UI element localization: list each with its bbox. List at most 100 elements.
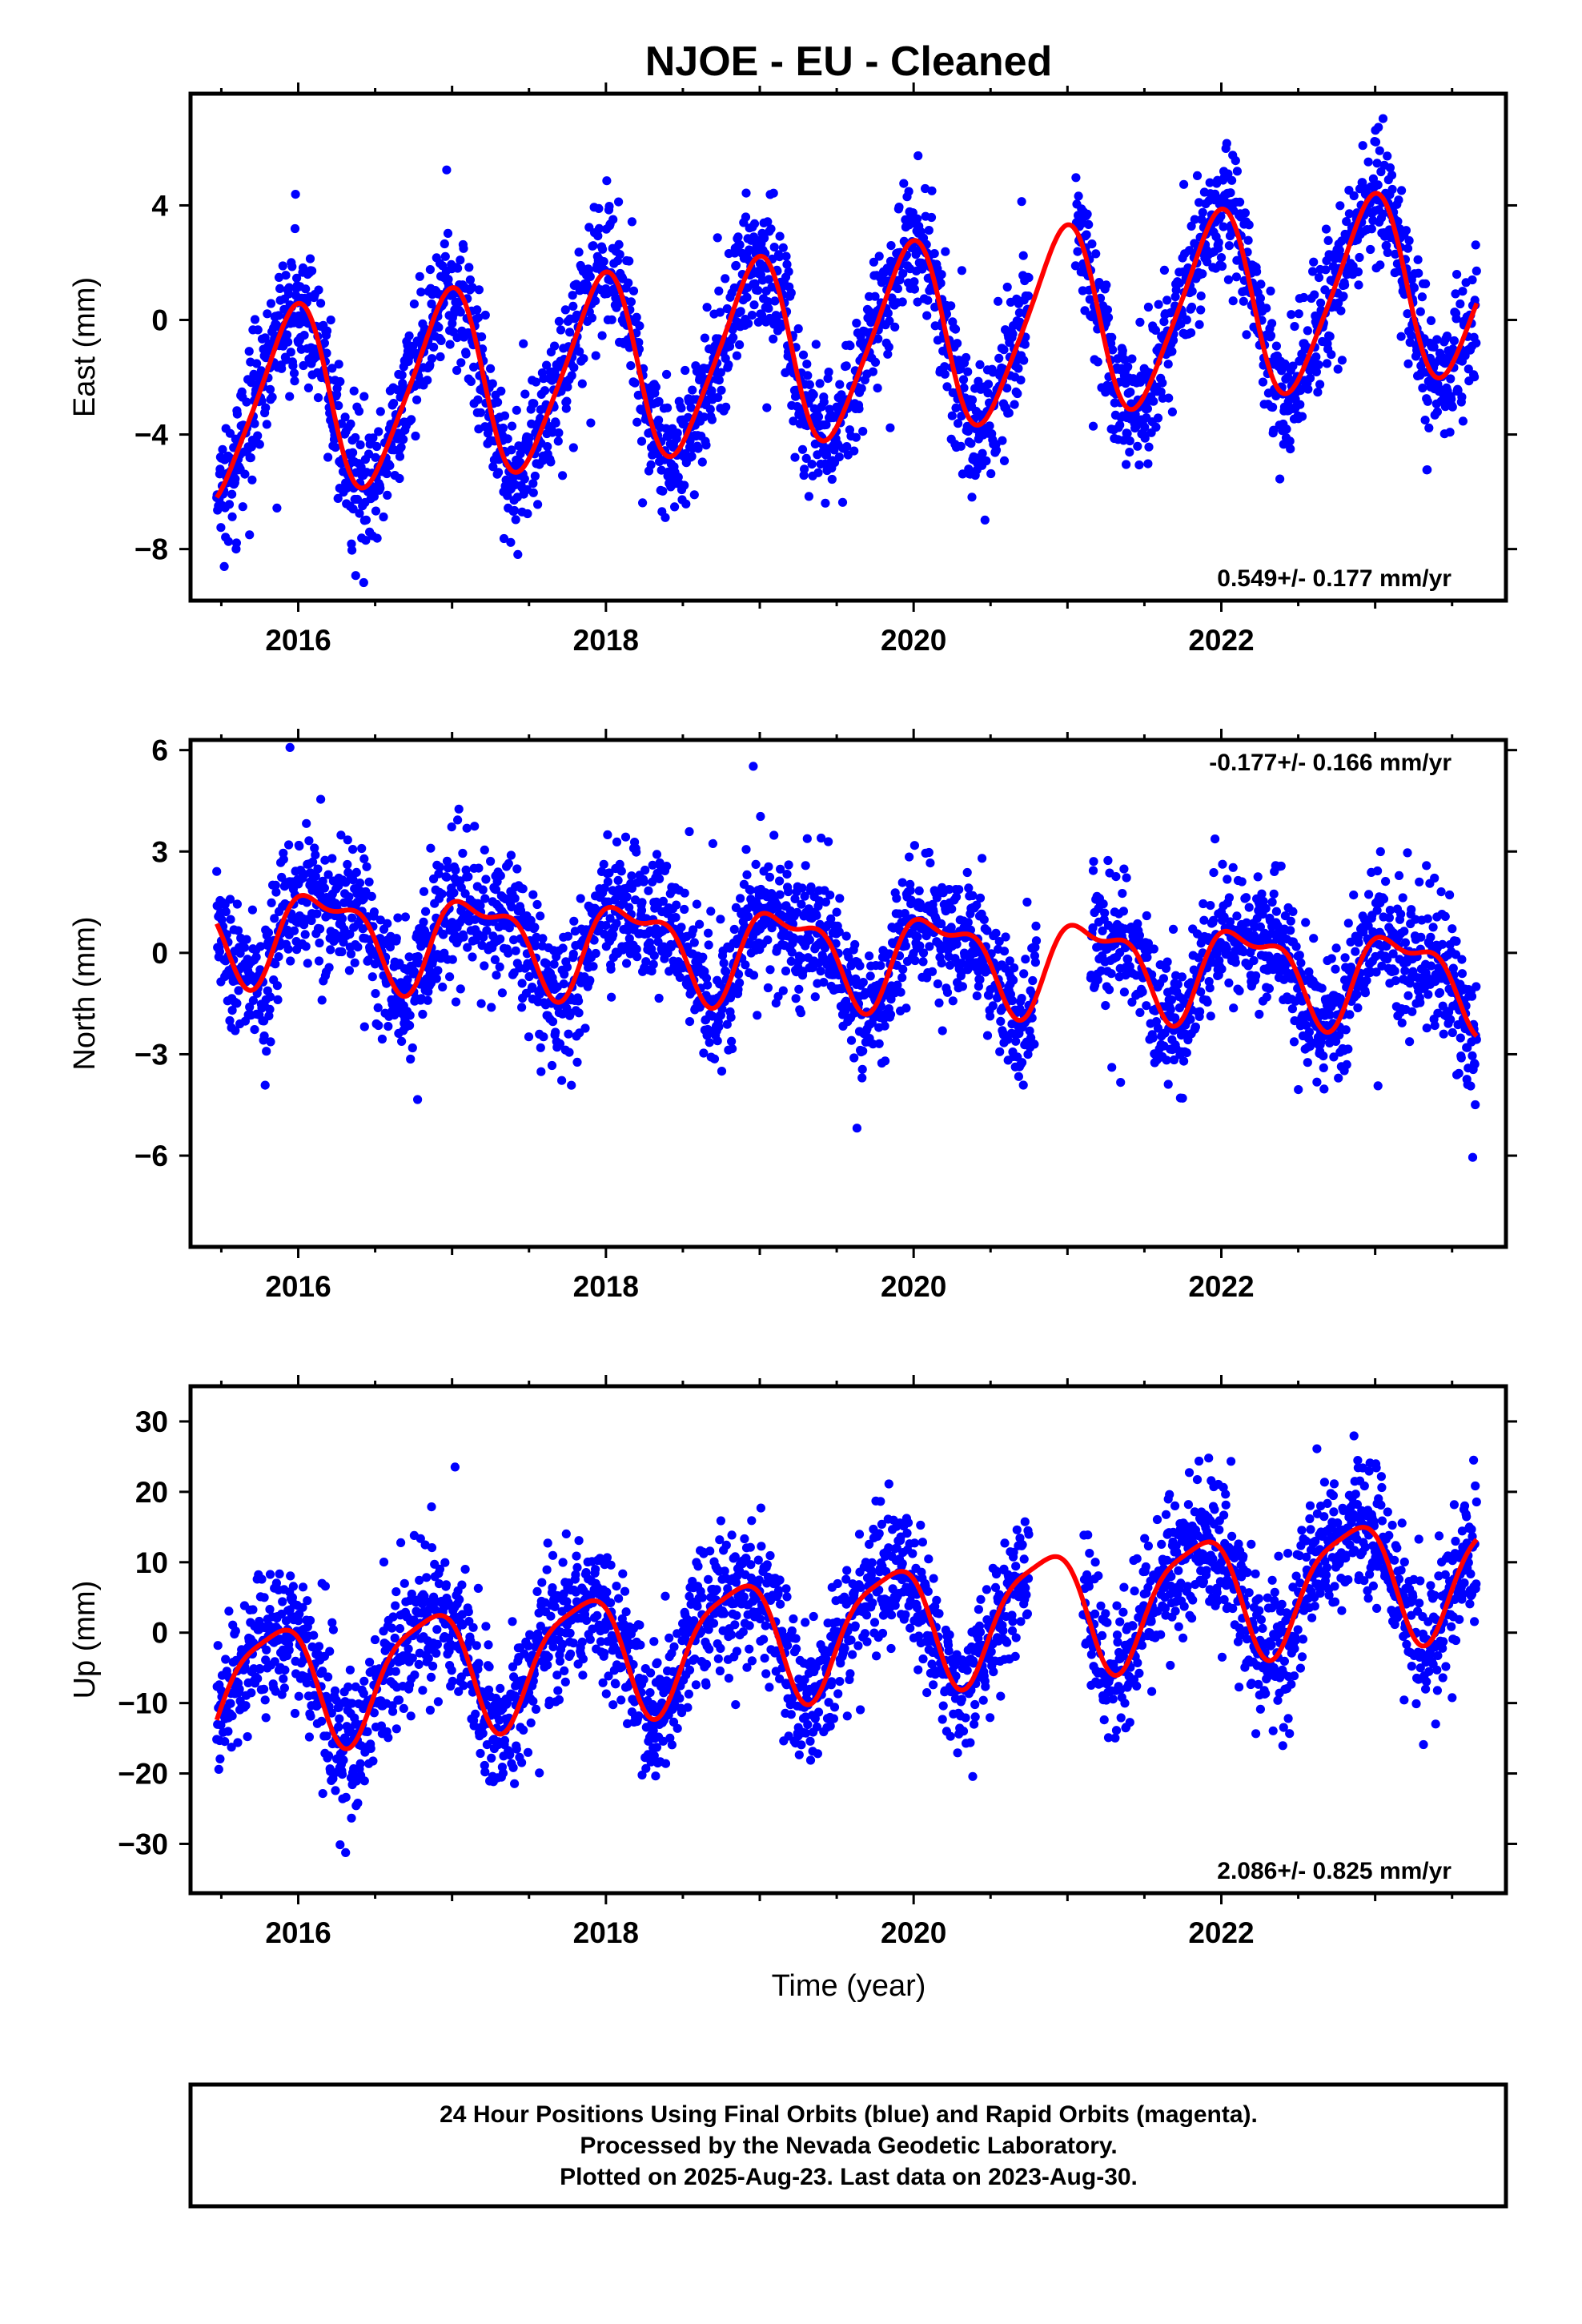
- data-point: [253, 431, 263, 440]
- data-point: [1286, 444, 1295, 454]
- data-point: [1106, 969, 1116, 979]
- data-point: [732, 351, 742, 360]
- data-point: [1224, 241, 1234, 251]
- data-point: [945, 885, 954, 895]
- data-point: [224, 500, 235, 509]
- data-point: [1255, 293, 1265, 303]
- data-point: [756, 811, 765, 822]
- data-point: [557, 1076, 567, 1085]
- data-point: [536, 1043, 545, 1052]
- data-point: [673, 472, 683, 482]
- data-point: [1255, 1009, 1264, 1019]
- data-point: [930, 302, 940, 312]
- data-point: [486, 364, 496, 373]
- data-point: [517, 1003, 527, 1012]
- x-tick-label: 2018: [573, 624, 639, 657]
- data-point: [1171, 285, 1181, 295]
- data-point: [1372, 159, 1382, 168]
- data-point: [1269, 889, 1279, 899]
- data-point: [1223, 875, 1232, 884]
- data-point: [910, 955, 920, 966]
- data-point: [1010, 400, 1019, 409]
- data-point: [272, 503, 282, 513]
- data-point: [317, 995, 327, 1005]
- data-point: [898, 269, 908, 279]
- data-point: [284, 283, 294, 292]
- data-point: [385, 943, 395, 952]
- data-point: [954, 419, 963, 428]
- data-point: [416, 287, 426, 297]
- data-point: [1313, 388, 1323, 397]
- data-point: [372, 533, 382, 543]
- data-point: [857, 384, 866, 393]
- data-point: [290, 376, 299, 386]
- data-point: [615, 250, 624, 259]
- data-point: [857, 1064, 867, 1074]
- data-point: [1149, 396, 1158, 406]
- data-point: [708, 838, 718, 848]
- data-point: [1226, 188, 1235, 198]
- data-point: [1021, 955, 1030, 964]
- data-point: [897, 973, 907, 983]
- data-point: [1375, 260, 1385, 270]
- data-point: [332, 384, 342, 393]
- data-point: [699, 412, 709, 422]
- data-point: [632, 417, 642, 427]
- data-point: [433, 966, 443, 975]
- data-point: [1229, 1003, 1239, 1013]
- data-point: [658, 486, 668, 496]
- data-point: [952, 939, 962, 949]
- data-point: [721, 274, 730, 283]
- data-point: [781, 251, 791, 261]
- data-point: [371, 452, 380, 462]
- data-point: [1242, 918, 1251, 927]
- data-point: [1458, 416, 1468, 426]
- data-point: [536, 1067, 546, 1076]
- data-point: [265, 1004, 275, 1014]
- data-point: [1470, 372, 1480, 382]
- data-point: [927, 967, 938, 976]
- data-point: [295, 842, 304, 851]
- data-point: [448, 955, 457, 964]
- data-point: [978, 448, 987, 458]
- data-point: [1297, 412, 1307, 421]
- data-point: [701, 440, 711, 450]
- data-point: [753, 286, 763, 296]
- data-point: [963, 918, 973, 927]
- data-point: [672, 900, 681, 910]
- data-point: [1429, 342, 1439, 352]
- data-point: [507, 902, 516, 912]
- data-point: [292, 273, 302, 283]
- data-point: [1030, 958, 1040, 967]
- data-point: [361, 515, 371, 525]
- data-point: [415, 271, 424, 281]
- data-point: [764, 862, 773, 871]
- data-point: [396, 442, 406, 452]
- data-point: [504, 858, 513, 868]
- data-point: [1211, 834, 1220, 844]
- data-point: [315, 938, 324, 948]
- data-point: [811, 340, 821, 349]
- data-point: [1253, 872, 1263, 882]
- data-point: [594, 203, 604, 213]
- data-point: [1471, 240, 1480, 250]
- data-point: [563, 931, 573, 941]
- data-point: [271, 959, 280, 969]
- data-point: [1414, 268, 1423, 278]
- data-point: [492, 971, 501, 980]
- data-point: [459, 243, 468, 253]
- data-point: [520, 474, 529, 484]
- data-point: [1314, 273, 1324, 283]
- data-point: [599, 859, 608, 869]
- data-point: [239, 943, 249, 952]
- data-point: [854, 404, 864, 413]
- data-point: [343, 835, 352, 845]
- data-point: [504, 948, 513, 958]
- data-point: [886, 241, 896, 251]
- data-point: [1387, 184, 1397, 195]
- data-point: [524, 971, 534, 982]
- data-point: [713, 1036, 722, 1046]
- data-point: [307, 266, 317, 275]
- data-point: [429, 342, 439, 352]
- data-point: [503, 434, 512, 444]
